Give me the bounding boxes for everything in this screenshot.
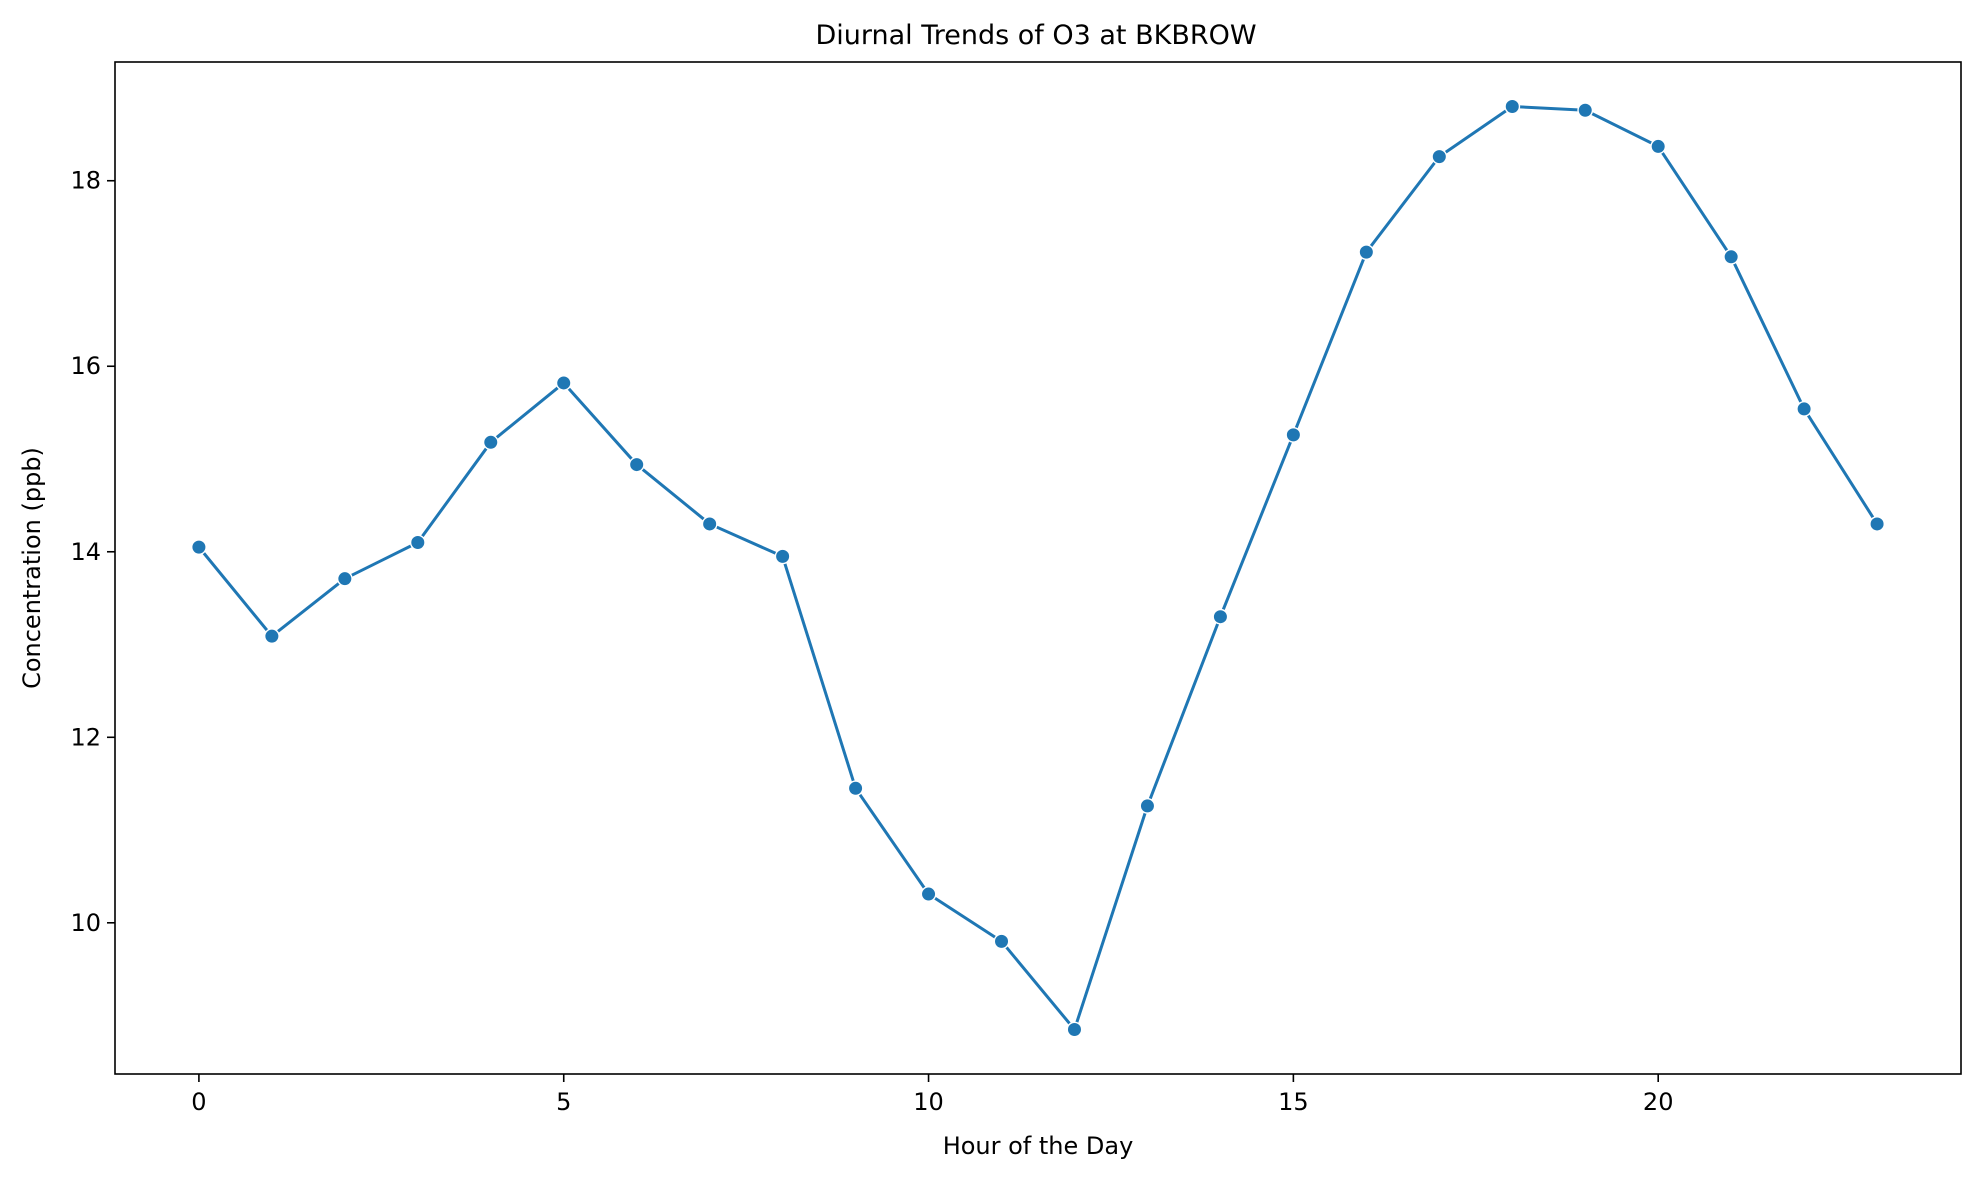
data-point <box>1796 401 1813 417</box>
data-point <box>920 886 937 902</box>
y-tick-label: 16 <box>70 352 101 380</box>
chart-title: Diurnal Trends of O3 at BKBROW <box>815 20 1256 51</box>
x-tick-label: 0 <box>191 1088 206 1116</box>
data-point <box>191 539 207 556</box>
y-tick-label: 18 <box>70 167 101 195</box>
data-point <box>555 375 572 391</box>
plot-area-frame <box>114 61 1962 1075</box>
y-tick-label: 14 <box>70 538 101 566</box>
x-tick-label: 15 <box>1278 1088 1309 1116</box>
data-point <box>1869 516 1885 532</box>
data-point <box>774 548 791 565</box>
data-point <box>1504 98 1521 115</box>
data-point <box>1723 248 1740 265</box>
x-tick-label: 5 <box>556 1088 571 1116</box>
data-point <box>847 780 864 797</box>
data-point <box>628 456 645 473</box>
data-point <box>993 933 1010 950</box>
y-tick-label: 10 <box>70 909 101 937</box>
data-point <box>336 570 353 587</box>
data-point <box>1066 1021 1083 1038</box>
data-point <box>1577 102 1594 119</box>
data-point <box>1139 798 1156 814</box>
data-point <box>1212 608 1229 625</box>
data-point <box>1358 244 1375 261</box>
data-point <box>1285 426 1302 443</box>
data-point <box>482 434 499 451</box>
data-point <box>263 628 280 645</box>
data-point <box>409 534 426 551</box>
y-tick-label: 12 <box>70 723 101 751</box>
series-line <box>197 105 1879 1031</box>
data-point <box>1431 148 1448 165</box>
data-point <box>1650 138 1667 155</box>
x-tick-label: 10 <box>913 1088 944 1116</box>
data-point <box>701 516 718 532</box>
x-axis-label: Hour of the Day <box>943 1132 1134 1160</box>
y-axis-label: Concentration (ppb) <box>18 447 46 689</box>
x-tick-label: 20 <box>1643 1088 1674 1116</box>
